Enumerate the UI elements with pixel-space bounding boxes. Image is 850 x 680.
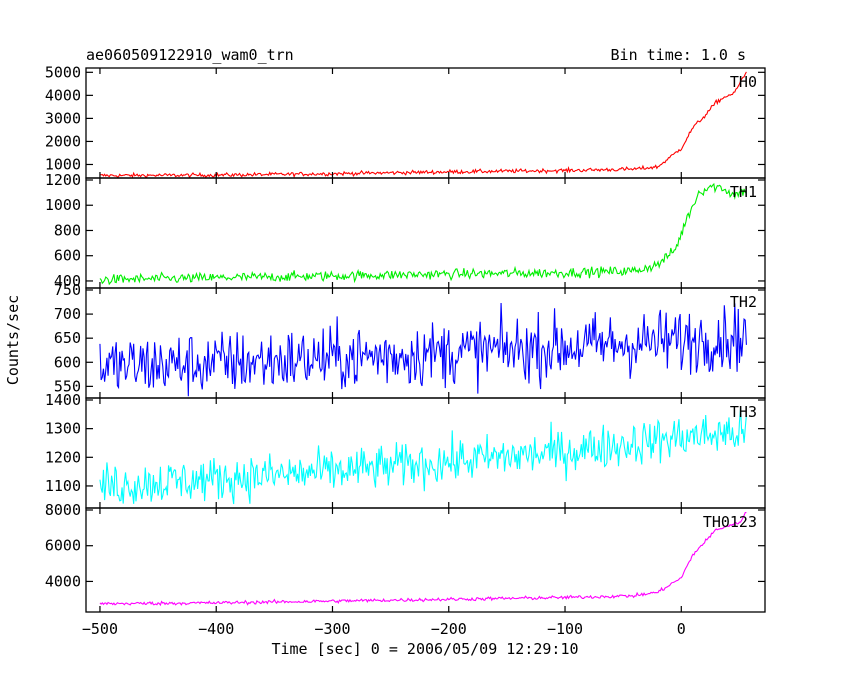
x-tick-label: 0	[677, 620, 686, 638]
y-tick-label: 4000	[45, 86, 81, 104]
y-tick-label: 600	[54, 247, 81, 265]
panel-th2: 550 600 650 700 750 TH2	[54, 281, 766, 399]
y-tick-label: 1000	[45, 155, 81, 173]
panel-th0: 1000 2000 3000 4000 5000 TH0	[45, 63, 766, 179]
y-tick-label: 600	[54, 353, 81, 371]
panel-th1: 400 600 800 1000 1200 TH1	[45, 171, 766, 290]
panel-th3: 1100 1200 1300 1400 TH3	[45, 391, 766, 509]
y-axis-label: Counts/sec	[4, 295, 22, 385]
x-tick-label: −200	[431, 620, 467, 638]
y-tick-label: 700	[54, 305, 81, 323]
panel-label: TH0123	[703, 513, 757, 531]
y-tick-label: 750	[54, 281, 81, 299]
panel-label: TH0	[730, 73, 757, 91]
panel-frame	[85, 67, 766, 179]
observation-title: ae060509122910_wam0_trn	[86, 46, 294, 64]
y-tick-label: 2000	[45, 132, 81, 150]
panel-th0123: 4000 6000 8000 TH0123	[45, 501, 766, 613]
bin-time-label: Bin time: 1.0 s	[611, 46, 746, 64]
panel-frame	[85, 177, 766, 289]
y-tick-label: 550	[54, 377, 81, 395]
panel-label: TH3	[730, 403, 757, 421]
series-line-th1	[99, 182, 747, 286]
panel-frame	[85, 507, 766, 613]
y-tick-label: 3000	[45, 109, 81, 127]
y-tick-label: 8000	[45, 501, 81, 519]
panel-stack: 10002000300040005000TH040060080010001200…	[45, 63, 766, 638]
y-tick-label: 650	[54, 329, 81, 347]
y-tick-label: 6000	[45, 537, 81, 555]
y-tick-label: 1300	[45, 420, 81, 438]
y-tick-label: 400	[54, 272, 81, 290]
y-tick-label: 5000	[45, 63, 81, 81]
y-tick-label: 4000	[45, 572, 81, 590]
y-tick-label: 1200	[45, 171, 81, 189]
y-tick-label: 1400	[45, 391, 81, 409]
series-line-th2	[99, 302, 747, 397]
x-tick-label: −500	[82, 620, 118, 638]
y-tick-label: 800	[54, 221, 81, 239]
series-line-th0123	[99, 511, 747, 607]
y-tick-label: 1000	[45, 196, 81, 214]
series-line-th3	[99, 407, 747, 505]
x-axis-label: Time [sec] 0 = 2006/05/09 12:29:10	[271, 640, 578, 658]
series-line-th0	[99, 71, 747, 178]
y-tick-label: 1100	[45, 477, 81, 495]
x-tick-label: −300	[314, 620, 350, 638]
panel-label: TH1	[730, 183, 757, 201]
x-tick-label: −100	[547, 620, 583, 638]
panel-label: TH2	[730, 293, 757, 311]
x-tick-label: −400	[198, 620, 234, 638]
y-tick-label: 1200	[45, 448, 81, 466]
